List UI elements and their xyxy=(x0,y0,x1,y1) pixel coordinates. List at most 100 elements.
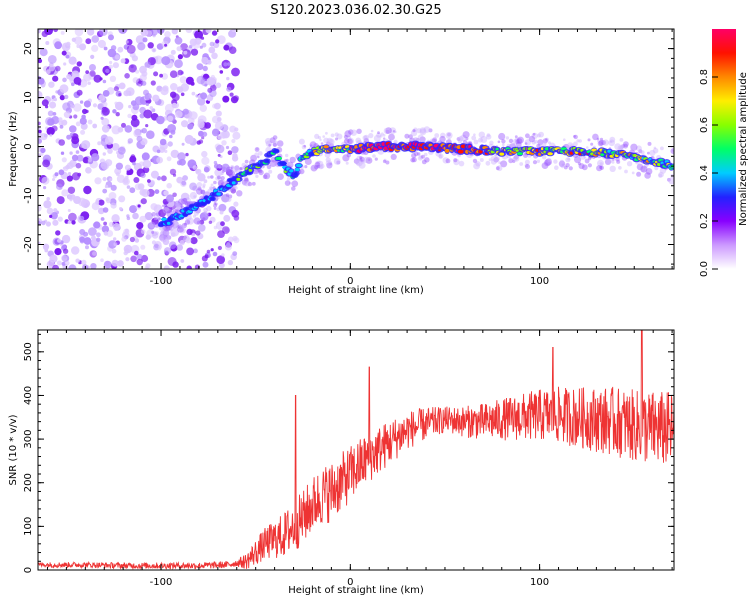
spectrogram-noise-blob xyxy=(166,194,174,203)
spectrogram-halo-blob xyxy=(323,137,329,144)
snr-x-tick-label: 100 xyxy=(530,577,549,588)
spectrogram-ridge-cell xyxy=(457,149,464,154)
spectrogram-noise-blob xyxy=(109,75,117,83)
spectrogram-noise-blob xyxy=(112,62,119,69)
spectrogram-halo-blob xyxy=(241,180,247,185)
spectrogram-halo-blob xyxy=(304,158,312,165)
spectrogram-halo-blob xyxy=(653,146,657,150)
spectrogram-halo-blob xyxy=(515,139,520,144)
spectrogram-noise-blob xyxy=(133,129,142,138)
spectrogram-noise-blob xyxy=(66,175,73,182)
spectrogram-noise-blob xyxy=(61,189,69,197)
spectrogram-halo-blob xyxy=(177,224,183,230)
spectrogram-halo-blob xyxy=(217,179,224,186)
spectrogram-noise-blob xyxy=(220,171,224,176)
spectrogram-halo-blob xyxy=(537,139,544,146)
spectrogram-noise-blob xyxy=(40,147,46,154)
spectrogram-halo-blob xyxy=(197,186,202,191)
spectrogram-halo-blob xyxy=(264,137,272,145)
spectrogram-noise-blob xyxy=(174,59,183,69)
spectrogram-noise-blob xyxy=(102,188,108,194)
spectrogram-halo-blob xyxy=(303,144,307,148)
spectrogram-noise-blob xyxy=(170,49,176,55)
spectrogram-noise-blob xyxy=(75,258,80,263)
spectrogram-noise-blob xyxy=(68,264,77,269)
spectrogram-halo-blob xyxy=(385,127,392,134)
spectrogram-noise-blob xyxy=(201,150,208,158)
spectrogram-halo-blob xyxy=(319,163,325,169)
spectrogram-halo-blob xyxy=(277,173,284,180)
spectrogram-noise-blob xyxy=(189,191,198,200)
spectrogram-halo-blob xyxy=(512,142,516,146)
spectrogram-noise-blob xyxy=(61,50,67,56)
spectrogram-noise-blob xyxy=(139,74,147,82)
spectrogram-halo-blob xyxy=(565,163,570,168)
spectrogram-noise-blob xyxy=(69,125,77,133)
spectrogram-halo-blob xyxy=(447,132,451,137)
spectrogram-noise-blob xyxy=(116,174,126,183)
spectrogram-noise-blob xyxy=(91,35,99,43)
spectrogram-noise-blob xyxy=(147,183,151,187)
spectrogram-noise-blob xyxy=(134,96,144,106)
spectrogram-halo-blob xyxy=(411,153,417,159)
spectrogram-halo-blob xyxy=(652,147,659,154)
spectrogram-halo-blob xyxy=(392,130,396,133)
spectrogram-halo-blob xyxy=(269,137,276,144)
spectrogram-halo-blob xyxy=(508,138,514,144)
spectrogram-halo-blob xyxy=(311,166,316,170)
spectrogram-noise-blob xyxy=(111,214,120,223)
spectrogram-y-tick-label: -10 xyxy=(23,187,34,203)
spectrogram-noise-blob xyxy=(215,176,220,181)
spectrogram-halo-blob xyxy=(458,136,464,142)
spectrogram-halo-blob xyxy=(343,138,350,144)
spectrogram-halo-blob xyxy=(423,126,431,133)
spectrogram-halo-blob xyxy=(611,160,615,164)
spectrogram-noise-blob xyxy=(181,198,188,205)
spectrogram-halo-blob xyxy=(635,145,642,152)
spectrogram-halo-blob xyxy=(206,205,212,212)
spectrogram-noise-blob xyxy=(233,201,239,207)
spectrogram-noise-blob xyxy=(140,198,147,205)
spectrogram-noise-blob xyxy=(117,260,124,267)
spectrogram-noise-blob xyxy=(76,154,84,162)
spectrogram-halo-blob xyxy=(382,159,387,164)
spectrogram-noise-blob xyxy=(197,173,206,182)
spectrogram-halo-blob xyxy=(287,161,294,168)
spectrogram-noise-blob xyxy=(201,56,209,65)
spectrogram-halo-blob xyxy=(314,133,320,139)
spectrogram-halo-blob xyxy=(163,224,171,232)
spectrogram-halo-blob xyxy=(599,137,604,141)
spectrogram-noise-blob xyxy=(167,123,177,133)
spectrogram-noise-blob xyxy=(67,172,72,176)
spectrogram-halo-blob xyxy=(243,177,249,183)
spectrogram-noise-blob xyxy=(102,152,107,156)
spectrogram-noise-blob xyxy=(56,196,65,205)
spectrogram-halo-blob xyxy=(413,127,418,132)
spectrogram-halo-blob xyxy=(419,127,427,134)
spectrogram-noise-blob xyxy=(213,163,220,169)
spectrogram-noise-blob xyxy=(154,189,160,195)
spectrogram-halo-blob xyxy=(660,146,664,151)
spectrogram-halo-blob xyxy=(255,147,259,151)
spectrogram-noise-blob xyxy=(102,101,108,107)
spectrogram-halo-blob xyxy=(176,202,181,208)
spectrogram-halo-blob xyxy=(639,149,642,152)
spectrogram-halo-blob xyxy=(545,138,548,141)
spectrogram-halo-blob xyxy=(458,160,465,167)
spectrogram-noise-blob xyxy=(210,248,214,252)
spectrogram-noise-blob xyxy=(66,74,72,80)
spectrogram-noise-blob xyxy=(97,141,102,146)
spectrogram-noise-blob xyxy=(196,182,203,188)
spectrogram-noise-blob xyxy=(71,136,80,145)
spectrogram-halo-blob xyxy=(158,235,165,241)
spectrogram-noise-blob xyxy=(79,43,87,51)
spectrogram-halo-blob xyxy=(624,169,628,174)
spectrogram-halo-blob xyxy=(217,176,222,181)
spectrogram-halo-blob xyxy=(440,132,446,138)
spectrogram-halo-blob xyxy=(609,165,616,172)
spectrogram-halo-blob xyxy=(501,143,505,147)
spectrogram-noise-blob xyxy=(63,94,69,100)
spectrogram-halo-blob xyxy=(184,197,191,204)
spectrogram-halo-blob xyxy=(181,222,187,229)
spectrogram-noise-blob xyxy=(42,159,50,168)
